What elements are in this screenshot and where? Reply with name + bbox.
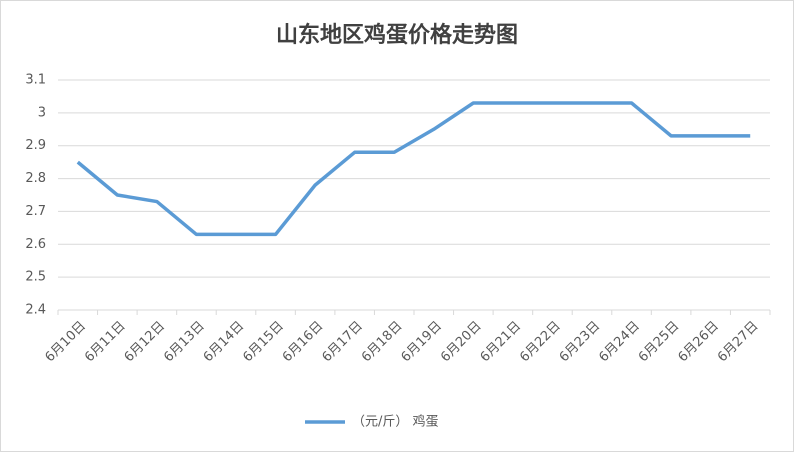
y-tick-label: 2.9	[25, 138, 46, 153]
y-tick-label: 2.8	[25, 171, 46, 186]
y-tick-label: 2.4	[25, 303, 46, 318]
y-tick-label: 2.7	[25, 204, 46, 219]
y-tick-label: 3	[38, 105, 46, 120]
legend-label: （元/斤） 鸡蛋	[352, 414, 439, 430]
line	[76, 101, 751, 237]
y-tick-label: 2.6	[25, 237, 46, 252]
chart-title: 山东地区鸡蛋价格走势图	[276, 22, 518, 48]
y-tick-label: 3.1	[25, 73, 46, 88]
y-tick-label: 2.5	[25, 270, 46, 285]
